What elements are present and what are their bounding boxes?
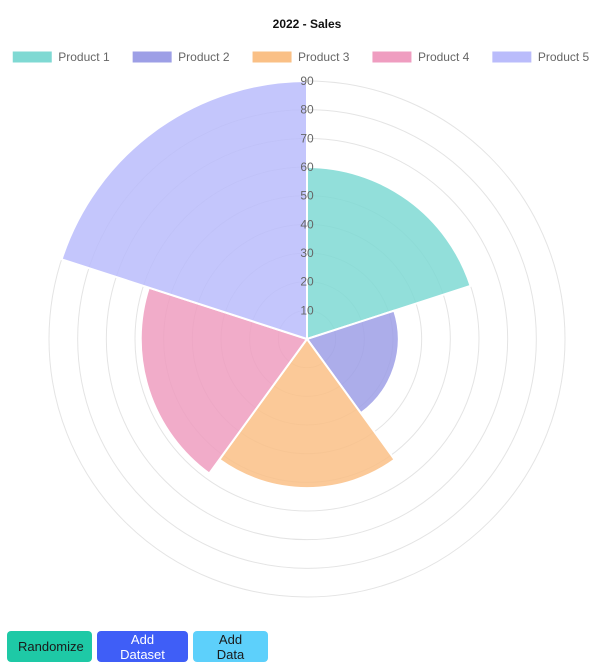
tick-label: 20 <box>300 275 314 289</box>
sector-1[interactable] <box>306 165 472 341</box>
toolbar: Randomize Add Dataset Add Data <box>7 631 268 662</box>
legend-swatch <box>11 50 53 64</box>
tick-label: 60 <box>300 160 314 174</box>
legend-label: Product 1 <box>58 50 110 64</box>
sector-3[interactable] <box>217 337 397 489</box>
tick-label: 80 <box>300 103 314 117</box>
tick-label: 40 <box>300 217 314 231</box>
radial-ticks: 10 20 30 40 50 60 70 80 90 <box>300 74 314 317</box>
legend-swatch <box>251 50 293 64</box>
legend-item[interactable]: Product 2 <box>131 50 230 64</box>
tick-label: 30 <box>300 246 314 260</box>
sector-4[interactable] <box>139 286 309 475</box>
add-dataset-button[interactable]: Add Dataset <box>97 631 188 662</box>
sector-2[interactable] <box>305 309 400 415</box>
legend-item[interactable]: Product 1 <box>11 50 110 64</box>
tick-label: 10 <box>300 303 314 317</box>
legend-item[interactable]: Product 3 <box>251 50 350 64</box>
chart-title: 2022 - Sales <box>273 17 342 31</box>
legend-label: Product 2 <box>178 50 230 64</box>
tick-label: 50 <box>300 189 314 203</box>
randomize-button[interactable]: Randomize <box>7 631 92 662</box>
legend-item[interactable]: Product 4 <box>371 50 470 64</box>
legend-swatch <box>371 50 413 64</box>
sector-5[interactable] <box>60 79 308 341</box>
legend-label: Product 4 <box>418 50 470 64</box>
tick-label: 90 <box>300 74 314 88</box>
legend-label: Product 3 <box>298 50 350 64</box>
sectors <box>60 79 472 489</box>
add-data-button[interactable]: Add Data <box>193 631 268 662</box>
polar-area-chart: 2022 - Sales Product 1 Product 2 Product 3… <box>11 17 590 598</box>
legend-swatch <box>491 50 533 64</box>
legend-swatch <box>131 50 173 64</box>
legend-label: Product 5 <box>538 50 590 64</box>
tick-label: 70 <box>300 131 314 145</box>
legend: Product 1 Product 2 Product 3 Product 4 Prod… <box>11 50 590 64</box>
legend-item[interactable]: Product 5 <box>491 50 590 64</box>
